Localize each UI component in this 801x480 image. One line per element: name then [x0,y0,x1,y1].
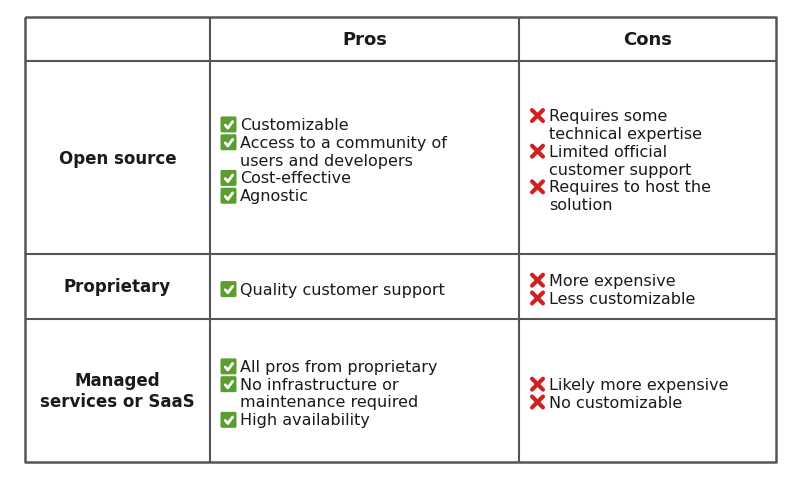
Text: Requires to host the: Requires to host the [549,180,711,195]
Text: technical expertise: technical expertise [549,127,702,142]
Text: Pros: Pros [342,31,387,49]
Text: customer support: customer support [549,162,691,177]
Text: Likely more expensive: Likely more expensive [549,377,728,392]
FancyBboxPatch shape [220,135,236,151]
Text: High availability: High availability [240,412,370,427]
Text: Cons: Cons [623,31,672,49]
Text: maintenance required: maintenance required [240,395,418,409]
Text: Access to a community of: Access to a community of [240,135,447,150]
Text: Open source: Open source [58,149,176,167]
FancyBboxPatch shape [220,117,236,133]
FancyBboxPatch shape [220,170,236,187]
Text: Less customizable: Less customizable [549,291,695,306]
Text: Customizable: Customizable [240,118,348,132]
FancyBboxPatch shape [220,376,236,392]
Text: Quality customer support: Quality customer support [240,282,445,297]
Text: Requires some: Requires some [549,109,667,124]
Text: No customizable: No customizable [549,395,682,409]
Text: Limited official: Limited official [549,144,667,159]
Text: No infrastructure or: No infrastructure or [240,377,399,392]
FancyBboxPatch shape [220,188,236,204]
FancyBboxPatch shape [220,281,236,298]
FancyBboxPatch shape [220,359,236,374]
Text: Proprietary: Proprietary [64,278,171,296]
Text: All pros from proprietary: All pros from proprietary [240,359,437,374]
Text: Cost-effective: Cost-effective [240,171,351,186]
Text: users and developers: users and developers [240,153,413,168]
Text: More expensive: More expensive [549,273,675,288]
Text: Agnostic: Agnostic [240,189,309,204]
FancyBboxPatch shape [220,412,236,428]
Text: Managed
services or SaaS: Managed services or SaaS [40,372,195,410]
Text: solution: solution [549,198,613,213]
